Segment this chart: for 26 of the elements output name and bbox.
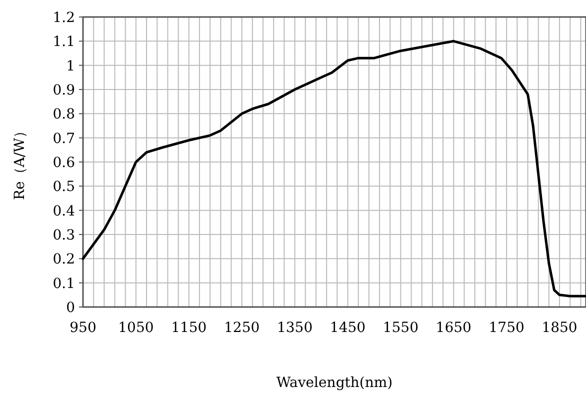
y-tick-label: 0.9 <box>52 82 75 98</box>
y-tick-label: 0.6 <box>52 155 76 171</box>
y-tick-label: 0.2 <box>52 252 75 268</box>
y-tick-label: 1.1 <box>52 34 75 50</box>
x-axis-title: Wavelength(nm) <box>276 375 393 391</box>
x-tick-label: 1750 <box>488 320 524 336</box>
x-tick-label: 1350 <box>276 320 313 336</box>
line-series <box>82 40 586 298</box>
y-tick-label: 0.8 <box>52 106 75 123</box>
y-tick-label: 1 <box>66 58 75 74</box>
y-tick-label: 0.5 <box>52 179 75 196</box>
x-tick-label: 1050 <box>118 320 154 336</box>
x-tick-label: 1650 <box>436 320 472 336</box>
y-axis-title: Re（A/W） <box>12 124 28 200</box>
x-tick-label: 1450 <box>330 320 366 336</box>
y-tick-label: 1.2 <box>52 10 75 26</box>
x-tick-label: 1150 <box>171 320 207 336</box>
x-tick-label: 1550 <box>382 320 419 336</box>
x-tick-label: 950 <box>70 320 96 336</box>
x-tick-label: 1250 <box>224 320 260 336</box>
y-tick-label: 0.7 <box>52 130 75 147</box>
y-tick-label: 0 <box>66 300 75 316</box>
x-tick-label: 1850 <box>542 320 578 336</box>
y-tick-label: 0.1 <box>52 276 75 292</box>
y-tick-label: 0.4 <box>52 203 76 220</box>
y-tick-label: 0.3 <box>52 228 75 244</box>
